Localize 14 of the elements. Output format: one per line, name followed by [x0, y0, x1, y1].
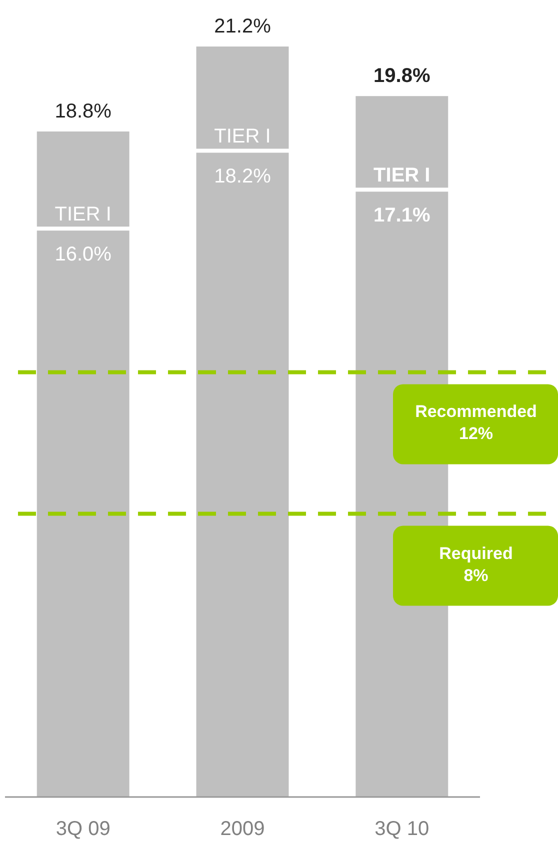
data-label: 18.2%: [214, 166, 272, 188]
data-label: 16.0%: [54, 244, 112, 266]
total-label: 21.2%: [214, 16, 272, 38]
x-tick-label: 3Q 10: [374, 818, 430, 840]
ref-line-label: Required 8%: [439, 544, 513, 585]
x-tick-label: 2009: [220, 818, 265, 840]
total-label: 18.8%: [54, 100, 112, 122]
ref-line-label: Recommended 12%: [415, 402, 537, 444]
data-label: 17.1%: [374, 204, 430, 227]
total-label: 19.8%: [374, 65, 430, 88]
text: TIER I: [214, 126, 271, 148]
x-tick-label: 3Q 09: [56, 818, 110, 840]
text: TIER I: [374, 164, 430, 187]
series-label: TIER I: [54, 204, 112, 226]
